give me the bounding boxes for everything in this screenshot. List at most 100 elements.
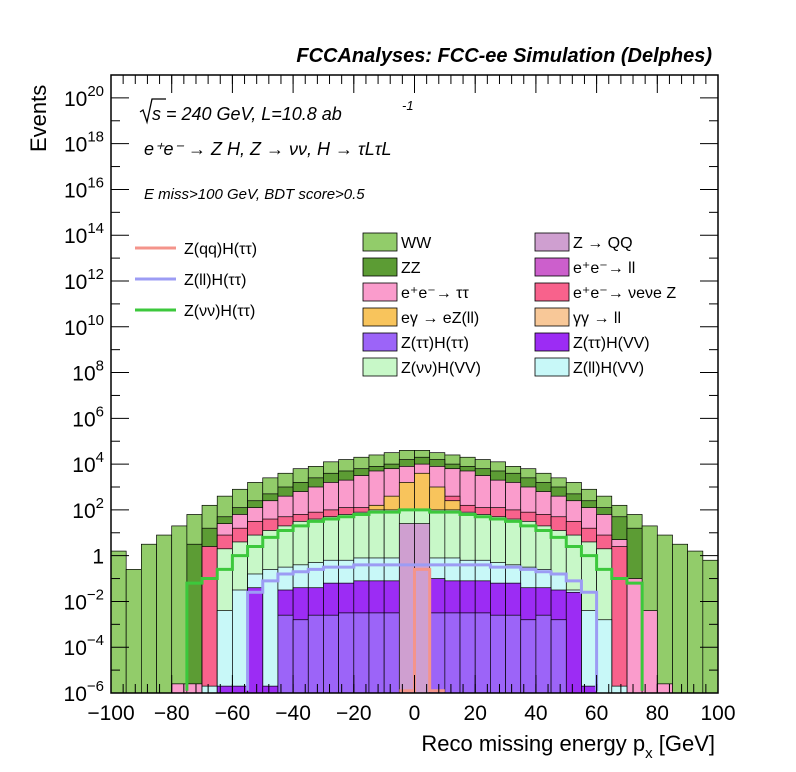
y-tick-label: 10−6 bbox=[64, 678, 104, 706]
histogram-bar bbox=[232, 589, 248, 694]
y-tick-label: 1 bbox=[92, 546, 104, 569]
legend-fill-swatch bbox=[534, 232, 570, 252]
x-tick-label: 100 bbox=[700, 702, 735, 725]
x-tick-label: 60 bbox=[585, 702, 608, 725]
legend-label: WW bbox=[401, 235, 432, 252]
histogram-bar bbox=[520, 619, 537, 694]
chart-title: FCCAnalyses: FCC-ee Simulation (Delphes) bbox=[296, 45, 712, 67]
y-tick-label: 1018 bbox=[64, 129, 104, 157]
legend-label: eγ → eZ(ll) bbox=[401, 310, 479, 327]
histogram-bar bbox=[383, 612, 400, 694]
y-tick-label: 108 bbox=[72, 358, 104, 386]
legend-entry-z-qq: Z → QQ bbox=[534, 232, 633, 252]
legend-entry-e-e-ll: e⁺e⁻→ ll bbox=[534, 257, 635, 277]
histogram-bar bbox=[186, 683, 203, 694]
histogram-bar bbox=[323, 614, 339, 694]
histogram-bar bbox=[611, 546, 628, 694]
legend-entry-e-e: e⁺e⁻→ ττ bbox=[362, 282, 469, 302]
x-tick-label: −80 bbox=[154, 702, 190, 725]
legend-fill-swatch bbox=[362, 257, 398, 277]
legend-label: e⁺e⁻→ νeνe Z bbox=[573, 285, 676, 302]
histogram-bar bbox=[171, 525, 188, 694]
y-tick-label: 1020 bbox=[64, 83, 104, 111]
histogram-bar bbox=[596, 619, 613, 694]
histogram-bar bbox=[535, 614, 552, 694]
histogram-bar bbox=[474, 612, 491, 694]
legend-entry-z-h: Z(ττ)H(ττ) bbox=[362, 332, 469, 352]
y-axis-label: Events bbox=[26, 85, 51, 152]
x-tick-label: −40 bbox=[275, 702, 311, 725]
histogram-bar bbox=[656, 534, 673, 694]
histogram-bar bbox=[141, 543, 157, 694]
legend-entry-z-h: Z(νν)H(ττ) bbox=[135, 303, 255, 320]
svg-text:Reco missing energy px [GeV]: Reco missing energy px [GeV] bbox=[421, 731, 715, 762]
x-tick-label: 40 bbox=[524, 702, 547, 725]
x-tick-label: −60 bbox=[215, 702, 251, 725]
x-tick-label: −20 bbox=[336, 702, 372, 725]
legend-label: Z(νν)H(VV) bbox=[401, 360, 481, 377]
histogram-bar bbox=[171, 683, 188, 694]
y-tick-label: 10−4 bbox=[64, 632, 104, 660]
histogram-bar bbox=[292, 619, 309, 694]
legend-entry-zz: ZZ bbox=[362, 257, 421, 277]
histogram-bar bbox=[581, 685, 597, 694]
sqrt-symbol bbox=[139, 98, 166, 125]
legend-label: e⁺e⁻→ ll bbox=[573, 260, 635, 277]
histogram-bar bbox=[232, 685, 248, 694]
histogram-bar bbox=[277, 614, 294, 694]
histogram-bar bbox=[672, 543, 688, 694]
legend-entry-e-e-e-e-z: e⁺e⁻→ νeνe Z bbox=[534, 282, 676, 302]
legend-entry-ww: WW bbox=[362, 232, 432, 252]
histogram-bar bbox=[338, 612, 355, 694]
histogram-bar bbox=[368, 612, 385, 694]
x-axis-label-subscript: x bbox=[645, 745, 653, 762]
histogram-bar bbox=[656, 683, 673, 694]
legend-entry-ll: γγ → ll bbox=[534, 307, 621, 327]
selection-label: E miss>100 GeV, BDT score>0.5 bbox=[144, 186, 365, 203]
x-axis-label-group: Reco missing energy px [GeV] bbox=[421, 731, 715, 762]
legend-signals: Z(qq)H(ττ) Z(ll)H(ττ) Z(νν)H(ττ) bbox=[135, 241, 257, 320]
axes: −100 −80 −60 −40 −20 0 20 40 60 80 100 10−6 10−4 10−2… bbox=[64, 74, 736, 725]
legend-label: e⁺e⁻→ ττ bbox=[401, 285, 469, 302]
x-tick-label: −100 bbox=[87, 702, 134, 725]
histogram-bar bbox=[353, 612, 370, 694]
histogram-bar bbox=[216, 685, 233, 694]
process-label: e⁺e⁻ → Z H, Z → νν, H → τLτL bbox=[144, 139, 392, 159]
histogram-bar bbox=[550, 619, 567, 694]
legend-fill-swatch bbox=[534, 357, 570, 377]
x-tick-label: 0 bbox=[409, 702, 421, 725]
histogram-bar bbox=[641, 610, 658, 694]
histogram-bar bbox=[201, 685, 218, 694]
histogram-bar bbox=[110, 550, 127, 694]
legend-fill-swatch bbox=[534, 282, 570, 302]
line-z-qq-h bbox=[399, 567, 445, 693]
legend-fill-swatch bbox=[362, 232, 398, 252]
y-tick-label: 1014 bbox=[64, 220, 104, 248]
y-tick-label: 106 bbox=[72, 403, 104, 431]
x-axis-unit: [GeV] bbox=[659, 731, 715, 756]
histogram-bar bbox=[444, 612, 461, 694]
legend-backgrounds: WW Z → QQ ZZ e⁺e⁻→ ll e⁺e⁻→ ττ e⁺e⁻→ νeνe Z eγ… bbox=[362, 232, 676, 377]
energy-lumi-label: s = 240 GeV, L=10.8 ab bbox=[152, 104, 342, 124]
x-tick-label: 20 bbox=[464, 702, 487, 725]
legend-label: ZZ bbox=[401, 260, 421, 277]
annotations: s = 240 GeV, L=10.8 ab -1 e⁺e⁻ → Z H, Z … bbox=[139, 98, 414, 203]
signal-lines bbox=[185, 508, 644, 693]
histogram-bar bbox=[429, 612, 446, 694]
histogram-bar bbox=[565, 591, 582, 694]
legend-label: Z(ττ)H(ττ) bbox=[401, 335, 469, 352]
histogram-bar bbox=[505, 614, 522, 694]
legend-fill-swatch bbox=[362, 357, 398, 377]
legend-entry-e-ez-ll: eγ → eZ(ll) bbox=[362, 307, 479, 327]
legend-entry-z-ll-h-vv: Z(ll)H(VV) bbox=[534, 357, 644, 377]
legend-label: Z → QQ bbox=[573, 235, 633, 252]
y-tick-label: 10−2 bbox=[64, 586, 104, 614]
histogram-bar bbox=[216, 610, 233, 694]
histogram-bar bbox=[262, 685, 279, 694]
y-tick-label: 1012 bbox=[64, 266, 104, 294]
histogram-bar bbox=[201, 546, 218, 694]
legend-fill-swatch bbox=[534, 307, 570, 327]
legend-entry-z-h-vv: Z(νν)H(VV) bbox=[362, 357, 481, 377]
x-tick-label: 80 bbox=[646, 702, 669, 725]
